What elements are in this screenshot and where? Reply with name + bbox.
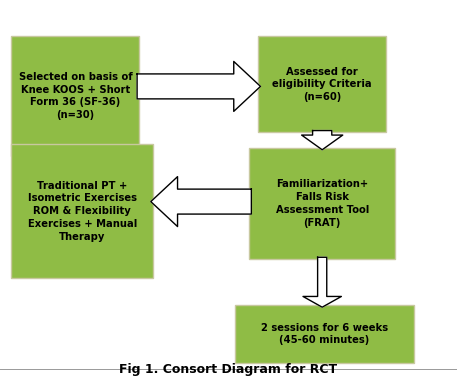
FancyBboxPatch shape <box>258 36 386 132</box>
Text: Assessed for
eligibility Criteria
(n=60): Assessed for eligibility Criteria (n=60) <box>272 67 372 102</box>
Polygon shape <box>151 177 251 227</box>
Text: Selected on basis of
Knee KOOS + Short
Form 36 (SF-36)
(n=30): Selected on basis of Knee KOOS + Short F… <box>19 72 132 120</box>
Text: Familiarization+
Falls Risk
Assessment Tool
(FRAT): Familiarization+ Falls Risk Assessment T… <box>276 179 369 228</box>
FancyBboxPatch shape <box>249 148 395 259</box>
Text: 2 sessions for 6 weeks
(45-60 minutes): 2 sessions for 6 weeks (45-60 minutes) <box>261 323 388 346</box>
Text: Traditional PT +
Isometric Exercises
ROM & Flexibility
Exercises + Manual
Therap: Traditional PT + Isometric Exercises ROM… <box>27 180 137 242</box>
FancyBboxPatch shape <box>235 305 414 363</box>
Polygon shape <box>302 131 343 150</box>
Polygon shape <box>137 61 260 111</box>
FancyBboxPatch shape <box>11 36 139 156</box>
Text: Fig 1. Consort Diagram for RCT: Fig 1. Consort Diagram for RCT <box>119 363 338 376</box>
Polygon shape <box>303 257 341 307</box>
FancyBboxPatch shape <box>11 144 153 278</box>
